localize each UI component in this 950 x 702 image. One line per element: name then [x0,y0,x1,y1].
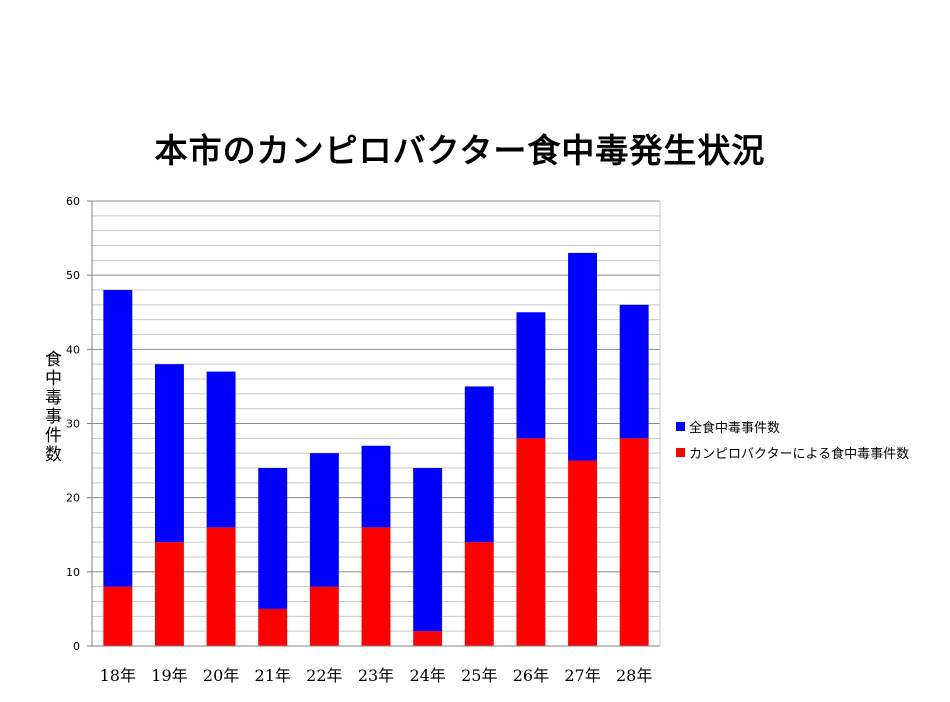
bar-campylobacter [568,460,598,646]
bar-campylobacter [154,542,184,646]
bar-campylobacter [619,438,649,646]
legend-item-campylobacter: カンピロバクターによる食中毒事件数 [676,442,909,462]
bar-campylobacter [464,542,494,646]
legend-swatch-blue [676,421,685,431]
bar-campylobacter [361,527,391,646]
bar-other [206,371,236,528]
y-tick-label: 20 [66,492,80,505]
legend-label-total: 全食中毒事件数 [689,420,781,436]
x-tick-label: 23年 [358,666,394,685]
bar-other [309,453,339,587]
chart-title: 本市のカンピロバクター食中毒発生状況 [154,131,766,170]
bar-other [103,290,133,587]
x-tick-label: 27年 [564,666,600,685]
bar-campylobacter [413,631,443,646]
y-tick-label: 10 [66,566,80,579]
bar-campylobacter [309,586,339,646]
y-tick-label: 0 [73,640,80,653]
bar-campylobacter [103,586,133,646]
bar-other [258,468,288,609]
bar-campylobacter [516,438,546,646]
bar-other [516,312,546,439]
bar-other [464,386,494,543]
y-axis-label: 食中毒事件数 [41,350,61,464]
x-tick-label: 28年 [616,666,652,685]
bar-campylobacter [206,527,236,646]
x-tick-label: 21年 [255,666,291,685]
x-tick-label: 26年 [513,666,549,685]
axes [87,200,661,647]
x-tick-label: 20年 [203,666,239,685]
tick-labels: 0 10 20 30 40 50 60 18年 19年 20年 21年 22年 23年 24年 25年 26年… [66,195,652,685]
legend-label-campylobacter: カンピロバクターによる食中毒事件数 [689,446,910,462]
y-tick-label: 60 [66,195,80,208]
x-tick-label: 24年 [409,666,445,685]
bar-campylobacter [258,608,288,646]
bars [103,252,649,646]
x-tick-label: 25年 [461,666,497,685]
bar-other [619,304,649,439]
x-tick-label: 22年 [306,666,342,685]
x-tick-label: 19年 [151,666,187,685]
y-tick-label: 40 [66,343,80,356]
legend-swatch-red [676,447,685,457]
bar-other [154,364,184,543]
y-tick-label: 30 [66,418,80,431]
legend-item-total: 全食中毒事件数 [676,416,909,436]
y-tick-label: 50 [66,269,80,282]
x-tick-label: 18年 [100,666,136,685]
bar-other [413,468,443,632]
bar-other [361,445,391,528]
legend: 全食中毒事件数 カンピロバクターによる食中毒事件数 [676,416,909,468]
bar-other [568,252,598,461]
